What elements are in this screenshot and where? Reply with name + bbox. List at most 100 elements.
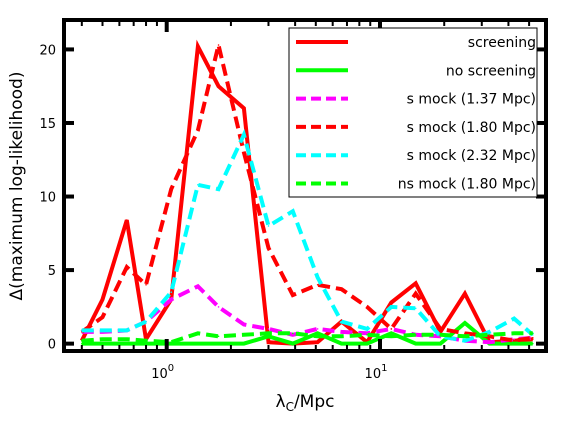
data-point-2-8	[267, 328, 270, 330]
data-point-1-7	[243, 342, 245, 345]
data-point-5-15	[439, 334, 442, 336]
data-point-1-2	[125, 342, 128, 345]
data-point-3-4	[170, 188, 173, 190]
data-point-1-13	[390, 332, 393, 335]
data-point-1-15	[439, 342, 442, 345]
data-point-3-19	[531, 336, 534, 339]
data-point-5-9	[291, 332, 294, 335]
data-point-4-1	[101, 329, 104, 332]
data-point-3-16	[464, 332, 466, 335]
data-point-1-18	[513, 342, 515, 345]
data-point-3-15	[439, 328, 442, 330]
data-point-0-7	[243, 107, 245, 110]
data-point-3-18	[513, 339, 515, 342]
data-point-4-17	[488, 331, 491, 333]
data-point-3-10	[316, 284, 319, 286]
data-point-4-10	[316, 276, 319, 279]
data-point-3-13	[390, 328, 393, 330]
data-point-0-15	[439, 331, 442, 333]
x-tick-label-exponent-0: 0	[168, 363, 174, 374]
y-tick-label-2: 10	[39, 191, 56, 206]
series-line-1	[81, 320, 533, 346]
series-line-2	[81, 283, 533, 345]
data-point-4-6	[217, 188, 220, 190]
data-point-3-12	[366, 306, 368, 308]
data-point-5-16	[464, 335, 466, 338]
data-point-5-17	[488, 334, 491, 336]
x-tick-label-base-1: 10	[365, 367, 382, 382]
data-point-2-10	[316, 328, 319, 330]
data-point-0-1	[101, 298, 104, 301]
data-point-0-2	[125, 219, 128, 221]
plot-frame	[62, 18, 548, 353]
data-point-5-13	[390, 335, 393, 338]
data-point-2-4	[170, 298, 173, 301]
data-point-3-5	[197, 129, 199, 132]
data-point-0-10	[316, 341, 319, 343]
y-tick-label-1: 5	[48, 264, 56, 279]
data-point-5-1	[101, 338, 104, 341]
data-point-5-10	[316, 335, 319, 338]
data-point-4-7	[243, 133, 245, 136]
y-tick-label-3: 15	[39, 117, 56, 132]
data-point-5-7	[243, 334, 245, 336]
data-point-0-14	[414, 282, 417, 285]
data-point-0-16	[464, 292, 466, 295]
data-point-5-2	[125, 338, 128, 341]
x-axis-title-main: λ	[276, 392, 286, 412]
data-point-3-11	[340, 288, 343, 291]
data-point-5-3	[145, 339, 147, 342]
data-point-4-2	[125, 329, 128, 332]
data-point-2-17	[488, 341, 491, 343]
data-point-1-0	[81, 342, 83, 345]
legend-box	[288, 27, 538, 198]
data-point-4-11	[340, 320, 343, 323]
data-point-1-9	[291, 342, 294, 345]
data-point-3-6	[217, 44, 220, 46]
data-point-2-9	[291, 334, 294, 336]
x-axis-title-unit: /Mpc	[294, 392, 335, 412]
data-point-0-19	[531, 338, 534, 341]
data-point-5-14	[414, 334, 417, 336]
data-point-4-5	[197, 183, 199, 186]
legend-label-2: s mock (1.37 Mpc)	[407, 92, 536, 108]
data-point-3-17	[488, 335, 491, 338]
data-point-2-11	[340, 331, 343, 333]
data-point-5-5	[197, 332, 199, 335]
data-point-3-14	[414, 292, 417, 295]
data-point-1-1	[101, 342, 104, 345]
legend-label-3: s mock (1.80 Mpc)	[407, 120, 536, 136]
x-tick-label-1: 101	[365, 363, 388, 382]
data-point-3-9	[291, 294, 294, 296]
data-point-2-5	[197, 285, 199, 288]
legend-label-4: s mock (2.32 Mpc)	[407, 148, 536, 164]
data-point-4-16	[464, 339, 466, 342]
data-point-3-3	[145, 284, 147, 286]
series-layer	[80, 39, 535, 346]
x-axis-title: λC/Mpc	[276, 392, 335, 414]
data-point-5-8	[267, 332, 270, 335]
data-point-2-12	[366, 332, 368, 335]
y-axis-title: Δ(maximum log-likelihood)	[7, 72, 27, 301]
data-point-3-1	[101, 316, 104, 318]
data-point-0-13	[390, 301, 393, 304]
y-tick-label-0: 0	[48, 338, 56, 353]
x-tick-label-base-0: 10	[151, 367, 168, 382]
data-point-5-6	[217, 335, 220, 338]
data-point-4-4	[170, 291, 173, 293]
legend-label-0: screening	[468, 35, 536, 51]
data-point-3-8	[267, 247, 270, 249]
data-point-1-3	[145, 342, 147, 345]
series-line-5	[81, 331, 533, 345]
data-point-1-10	[316, 332, 319, 335]
legend: screening no screening s mock (1.37 Mpc) s …	[288, 27, 538, 198]
data-point-1-16	[464, 322, 466, 324]
data-point-3-2	[125, 266, 128, 268]
data-point-0-5	[197, 45, 199, 48]
series-line-4	[81, 128, 535, 343]
data-point-2-18	[513, 338, 515, 341]
data-point-0-8	[267, 341, 270, 343]
data-point-4-14	[414, 307, 417, 310]
series-line-3	[80, 44, 534, 343]
